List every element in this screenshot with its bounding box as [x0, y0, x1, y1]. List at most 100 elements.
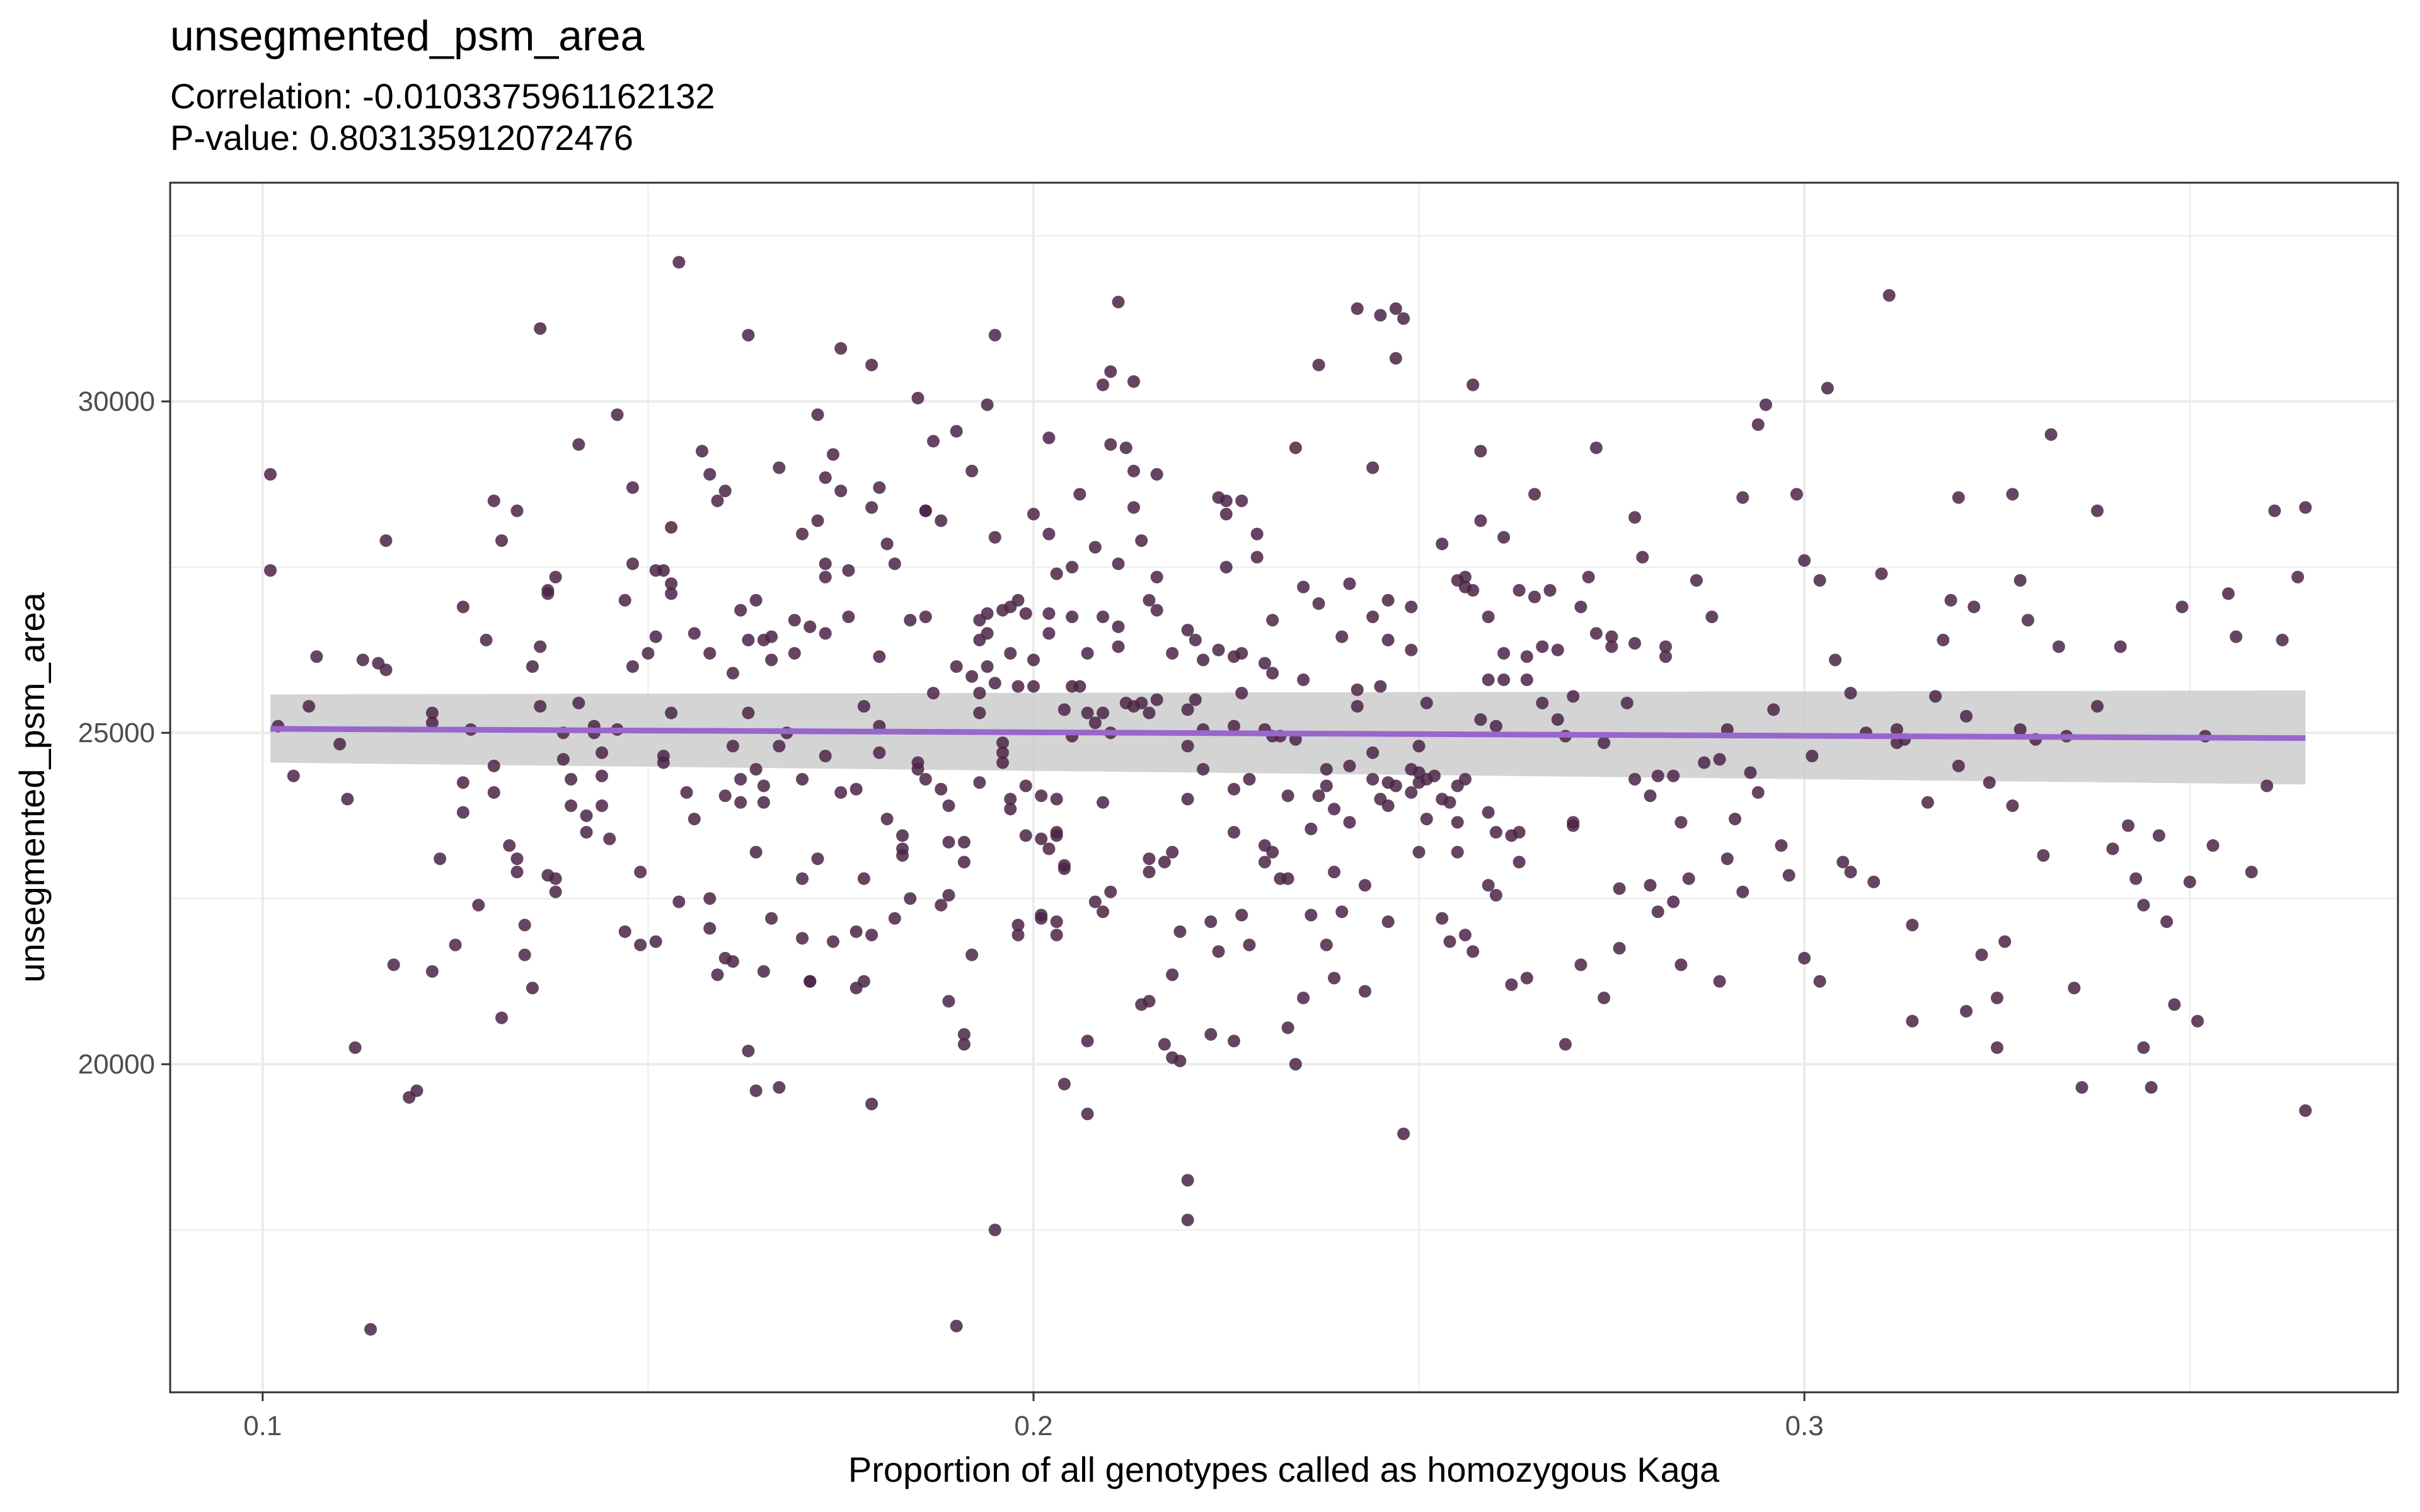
- data-point: [1343, 577, 1356, 590]
- data-point: [950, 1319, 963, 1332]
- data-point: [510, 852, 524, 866]
- data-point: [1011, 919, 1025, 932]
- data-point: [1258, 656, 1271, 670]
- data-point: [726, 740, 739, 753]
- data-point: [1921, 796, 1934, 809]
- data-point: [565, 799, 578, 812]
- data-point: [1042, 432, 1056, 445]
- data-point: [595, 769, 608, 782]
- data-point: [942, 835, 955, 849]
- data-point: [1520, 673, 1533, 687]
- data-point: [957, 1028, 971, 1041]
- data-point: [611, 408, 624, 421]
- data-point: [1381, 799, 1395, 812]
- data-point: [672, 895, 686, 908]
- data-point: [1551, 643, 1564, 656]
- data-point: [1512, 584, 1526, 597]
- data-point: [1798, 554, 1811, 567]
- data-point: [804, 975, 817, 988]
- data-point: [1235, 646, 1248, 660]
- data-point: [264, 564, 277, 577]
- data-point: [973, 687, 986, 700]
- data-point: [1366, 461, 1380, 474]
- data-point: [634, 938, 647, 951]
- data-point: [1983, 776, 1996, 789]
- data-point: [618, 593, 631, 607]
- data-point: [1173, 1054, 1187, 1067]
- data-point: [1143, 866, 1156, 879]
- data-point: [1381, 633, 1395, 646]
- data-point: [1474, 713, 1487, 726]
- confidence-band: [270, 690, 2306, 785]
- data-point: [1598, 992, 1611, 1005]
- data-point: [2014, 723, 2027, 736]
- data-point: [1219, 494, 1233, 507]
- data-point: [1212, 643, 1225, 656]
- data-point: [1736, 491, 1749, 504]
- data-point: [1574, 600, 1587, 614]
- data-point: [425, 965, 439, 978]
- data-point: [734, 772, 747, 786]
- data-point: [1235, 908, 1248, 922]
- data-point: [379, 663, 393, 677]
- data-point: [1097, 706, 1110, 719]
- data-point: [1097, 610, 1110, 624]
- data-point: [1328, 866, 1341, 879]
- data-point: [703, 646, 717, 660]
- data-point: [1266, 667, 1279, 680]
- data-point: [703, 467, 717, 481]
- data-point: [1112, 640, 1125, 653]
- data-point: [819, 557, 832, 570]
- data-point: [888, 912, 901, 925]
- data-point: [1567, 816, 1580, 829]
- data-point: [1659, 640, 1672, 653]
- data-point: [364, 1323, 377, 1336]
- data-point: [1790, 488, 1803, 501]
- data-point: [1990, 1041, 2003, 1054]
- data-point: [911, 763, 925, 776]
- data-point: [1066, 561, 1079, 574]
- data-point: [1636, 551, 1649, 564]
- data-point: [1127, 464, 1140, 478]
- data-point: [1166, 646, 1179, 660]
- data-point: [456, 806, 470, 819]
- data-point: [2106, 842, 2119, 856]
- data-point: [1328, 971, 1341, 985]
- y-tick-label: 20000: [78, 1049, 155, 1080]
- data-point: [1528, 590, 1541, 604]
- data-point: [1736, 885, 1749, 898]
- data-point: [1011, 680, 1025, 693]
- data-point: [1042, 627, 1056, 640]
- data-point: [480, 633, 493, 646]
- data-point: [718, 789, 732, 803]
- data-point: [2221, 587, 2235, 600]
- data-point: [1073, 488, 1086, 501]
- data-point: [942, 799, 955, 812]
- data-point: [919, 610, 932, 624]
- data-point: [788, 614, 801, 627]
- data-point: [1097, 905, 1110, 919]
- data-point: [1127, 375, 1140, 388]
- data-point: [379, 534, 393, 547]
- data-point: [896, 842, 909, 856]
- data-point: [410, 1084, 424, 1097]
- data-point: [1150, 570, 1163, 583]
- data-point: [1112, 620, 1125, 633]
- data-point: [1806, 750, 1819, 763]
- data-point: [1512, 856, 1526, 869]
- data-point: [1574, 958, 1587, 971]
- data-point: [1698, 756, 1711, 769]
- data-point: [2114, 640, 2127, 653]
- data-point: [1397, 312, 1410, 325]
- data-point: [981, 607, 994, 620]
- confidence-ribbon: [270, 690, 2306, 785]
- data-point: [742, 706, 755, 719]
- data-point: [1173, 925, 1187, 938]
- data-point: [1397, 1127, 1410, 1140]
- data-point: [1227, 782, 1240, 796]
- data-point: [572, 696, 585, 709]
- data-point: [1505, 978, 1518, 991]
- data-point: [1482, 610, 1495, 624]
- data-point: [1081, 1108, 1094, 1121]
